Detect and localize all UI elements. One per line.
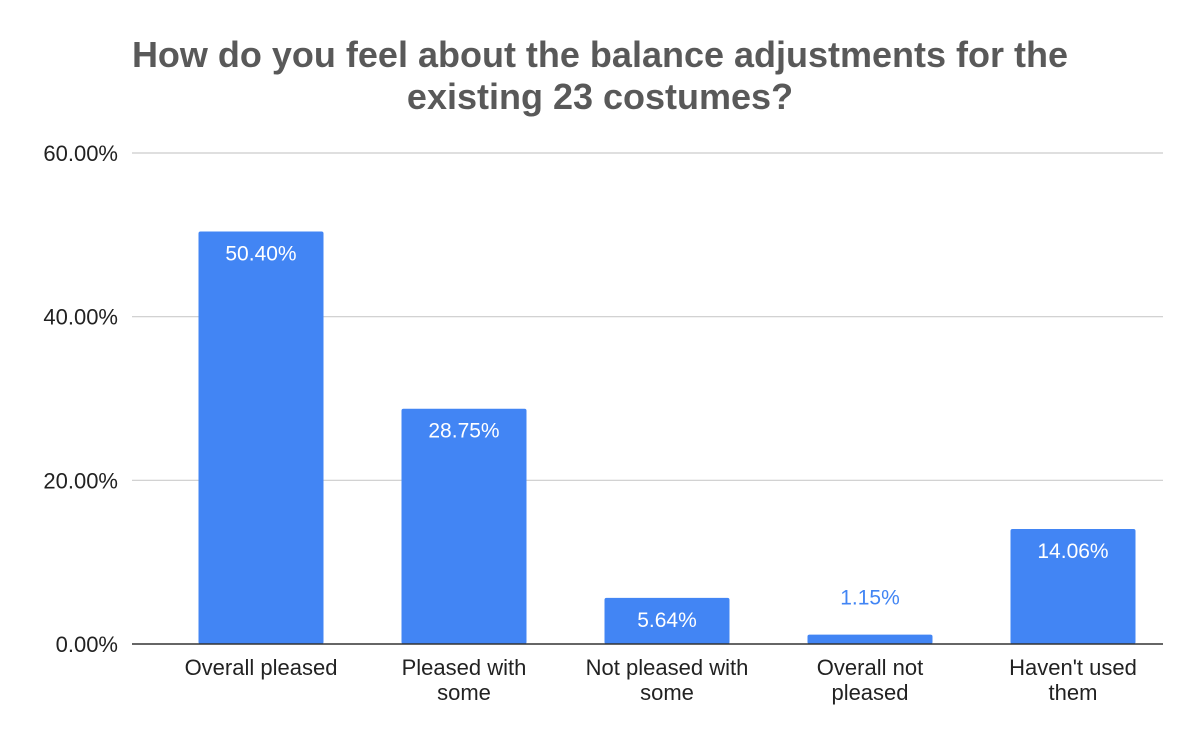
bar bbox=[807, 634, 933, 644]
x-category-label: Overall not bbox=[817, 655, 923, 680]
data-label: 14.06% bbox=[1037, 540, 1108, 563]
bar bbox=[198, 231, 324, 644]
y-tick-label: 20.00% bbox=[43, 468, 118, 493]
x-category-label: them bbox=[1049, 680, 1098, 705]
x-category-label: Pleased with bbox=[402, 655, 527, 680]
y-tick-label: 40.00% bbox=[43, 305, 118, 330]
data-label: 1.15% bbox=[840, 587, 900, 610]
x-category-label: some bbox=[640, 680, 694, 705]
chart-title: How do you feel about the balance adjust… bbox=[0, 34, 1200, 118]
data-label: 28.75% bbox=[428, 420, 499, 443]
x-category-label: Not pleased with bbox=[586, 655, 749, 680]
chart-title-line-1: How do you feel about the balance adjust… bbox=[131, 34, 1069, 75]
x-category-label: Haven't used bbox=[1009, 655, 1137, 680]
bar bbox=[604, 597, 730, 644]
x-category-label: Overall pleased bbox=[185, 655, 338, 680]
y-tick-label: 0.00% bbox=[56, 632, 118, 657]
data-label: 5.64% bbox=[637, 609, 697, 632]
y-tick-label: 60.00% bbox=[43, 141, 118, 166]
x-category-label: pleased bbox=[831, 680, 908, 705]
data-label: 50.40% bbox=[225, 243, 296, 266]
bar bbox=[1010, 528, 1136, 644]
chart-title-line-2: existing 23 costumes? bbox=[406, 76, 794, 117]
x-category-label: some bbox=[437, 680, 491, 705]
bar bbox=[401, 408, 527, 644]
